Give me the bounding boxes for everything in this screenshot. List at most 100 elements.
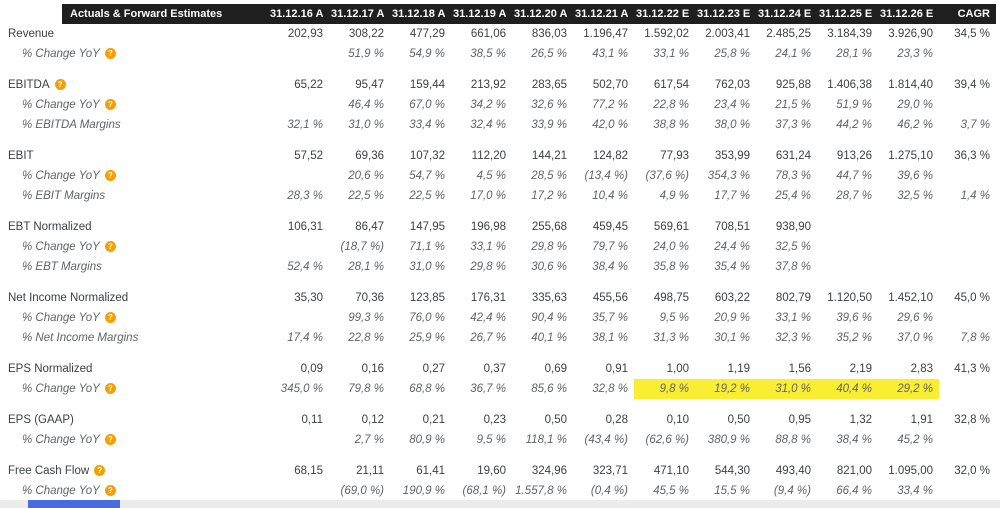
value-cell: 45,5 % [653, 485, 689, 497]
value-cell: 66,4 % [836, 485, 872, 497]
sub-metric-row: % Net Income Margins 17,4 % 22,8 % 25,9 % 26… [0, 328, 996, 348]
row-label-text: % Net Income Margins [22, 332, 139, 344]
row-label-text: % Change YoY [22, 434, 100, 446]
sub-metric-row: % Change YoY? 345,0 % 79,8 % 68,8 % 36,7 % 85… [0, 379, 996, 399]
value-cell: 0,50 [727, 414, 750, 426]
row-label-text: % Change YoY [22, 48, 100, 60]
info-icon[interactable]: ? [104, 241, 116, 252]
sub-metric-row: % EBIT Margins 28,3 % 22,5 % 22,5 % 17,0 % 17… [0, 186, 996, 206]
value-cell: 67,0 % [409, 99, 445, 111]
value-cell: 308,22 [348, 28, 384, 40]
value-cell: 1.275,10 [888, 150, 933, 162]
value-cell: 28,5 % [531, 170, 567, 182]
cagr-cell [939, 237, 996, 257]
value-cell: 78,3 % [775, 170, 811, 182]
value-cell: 28,7 % [836, 190, 872, 202]
row-label: % Change YoY? [0, 44, 268, 64]
cagr-cell [939, 217, 996, 237]
value-cell: 28,3 % [287, 190, 323, 202]
value-cell: 23,4 % [714, 99, 750, 111]
value-cell: 569,61 [653, 221, 689, 233]
value-cell: 45,2 % [897, 434, 933, 446]
row-label: EPS (GAAP) [0, 410, 268, 430]
value-cell: 99,3 % [348, 312, 384, 324]
value-cell: 65,22 [294, 79, 323, 91]
value-cell: 0,50 [544, 414, 567, 426]
cagr-cell: 32,0 % [954, 465, 990, 477]
value-cell: 54,9 % [409, 48, 445, 60]
info-icon[interactable]: ? [104, 48, 116, 59]
info-icon[interactable]: ? [94, 465, 106, 476]
value-cell: 455,56 [592, 292, 628, 304]
value-cell: 20,6 % [348, 170, 384, 182]
value-cell: 29,8 % [470, 261, 506, 273]
value-cell: 190,9 % [402, 485, 445, 497]
value-cell: (69,0 %) [340, 485, 384, 497]
row-label-text: % Change YoY [22, 383, 100, 395]
metric-row: EBIT 57,52 69,36 107,32 112,20 144,21 124,82 77… [0, 146, 996, 166]
value-cell: 836,03 [531, 28, 567, 40]
cagr-cell [939, 95, 996, 115]
value-cell: 123,85 [409, 292, 445, 304]
value-cell: 22,8 % [348, 332, 384, 344]
value-cell: 22,8 % [653, 99, 689, 111]
value-cell: 255,68 [531, 221, 567, 233]
value-cell: 107,32 [409, 150, 445, 162]
value-cell: 22,5 % [409, 190, 445, 202]
value-cell: 2,83 [910, 363, 933, 375]
value-cell: 10,4 % [592, 190, 628, 202]
value-cell: 37,8 % [775, 261, 811, 273]
value-cell: (62,6 %) [645, 434, 689, 446]
cagr-cell: 1,4 % [960, 190, 990, 202]
value-cell [268, 95, 329, 115]
value-cell: 17,0 % [470, 190, 506, 202]
value-cell: 86,47 [355, 221, 384, 233]
value-cell: 913,26 [836, 150, 872, 162]
scrollbar-thumb[interactable] [28, 500, 120, 508]
info-icon[interactable]: ? [104, 383, 116, 394]
value-cell: 0,27 [422, 363, 445, 375]
cagr-cell [939, 166, 996, 186]
value-cell: 477,29 [409, 28, 445, 40]
info-icon[interactable]: ? [104, 434, 116, 445]
value-cell: 46,2 % [897, 119, 933, 131]
value-cell: 57,52 [294, 150, 323, 162]
value-cell [268, 237, 329, 257]
value-cell: 1.452,10 [888, 292, 933, 304]
row-label-text: Free Cash Flow [8, 465, 90, 477]
value-cell: 1.592,02 [644, 28, 689, 40]
value-cell: (0,4 %) [590, 485, 628, 497]
info-icon[interactable]: ? [104, 99, 116, 110]
row-label-text: % EBITDA Margins [22, 119, 121, 131]
value-cell: 2.003,41 [705, 28, 750, 40]
row-label-text: EBITDA [8, 79, 50, 91]
column-header: 31.12.18 A [390, 4, 451, 24]
info-icon[interactable]: ? [54, 79, 66, 90]
sub-metric-row: % Change YoY? 20,6 % 54,7 % 4,5 % 28,5 % (13,… [0, 166, 996, 186]
value-cell: 1.095,00 [888, 465, 933, 477]
value-cell [268, 481, 329, 501]
value-cell [878, 237, 939, 257]
value-cell: 85,6 % [531, 383, 567, 395]
value-cell: 38,1 % [592, 332, 628, 344]
row-label: % Change YoY? [0, 430, 268, 450]
value-cell: 79,8 % [348, 383, 384, 395]
value-cell: 26,5 % [531, 48, 567, 60]
value-cell: 43,1 % [592, 48, 628, 60]
value-cell: 380,9 % [707, 434, 750, 446]
info-icon[interactable]: ? [104, 170, 116, 181]
value-cell: 31,0 % [409, 261, 445, 273]
metric-row: EBT Normalized 106,31 86,47 147,95 196,98 255… [0, 217, 996, 237]
column-header: 31.12.26 E [878, 4, 939, 24]
value-cell: 9,5 % [659, 312, 689, 324]
horizontal-scrollbar[interactable] [0, 500, 1000, 508]
value-cell: 38,8 % [653, 119, 689, 131]
info-icon[interactable]: ? [104, 312, 116, 323]
value-cell: 34,2 % [470, 99, 506, 111]
info-icon[interactable]: ? [104, 485, 116, 496]
value-cell: 493,40 [775, 465, 811, 477]
value-cell: 335,63 [531, 292, 567, 304]
value-cell [817, 257, 878, 277]
value-cell: 0,10 [666, 414, 689, 426]
sub-metric-row: % EBITDA Margins 32,1 % 31,0 % 33,4 % 32,4 %… [0, 115, 996, 135]
